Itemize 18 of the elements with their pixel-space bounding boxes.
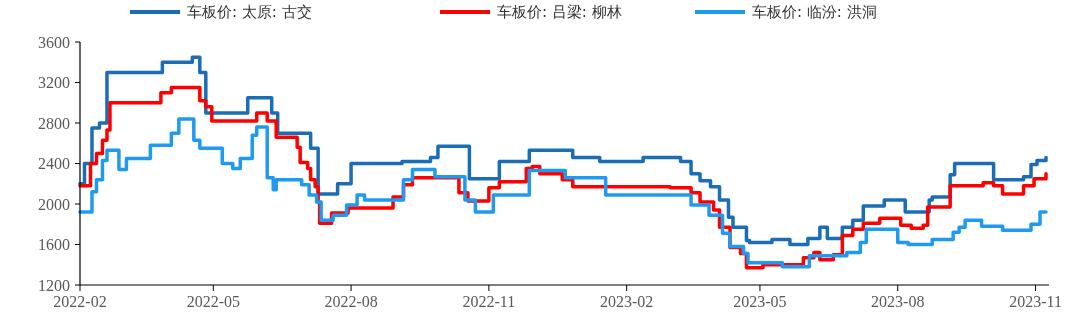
y-tick-label: 1600 [38, 236, 70, 254]
y-tick-label: 2000 [38, 195, 70, 213]
x-tick-label: 2023-05 [733, 293, 787, 310]
y-tick-label: 2400 [38, 155, 70, 173]
x-tick-label: 2022-11 [462, 293, 516, 310]
x-tick-label: 2023-11 [1009, 293, 1062, 310]
legend-label: 车板价: 临汾: 洪洞 [752, 3, 877, 22]
y-tick-label: 3600 [38, 33, 70, 51]
x-tick-label: 2022-08 [324, 293, 378, 310]
y-tick-label: 2800 [38, 114, 70, 132]
x-tick-label: 2023-02 [599, 293, 654, 310]
x-tick-label: 2023-08 [871, 293, 925, 310]
y-tick-label: 1200 [38, 276, 70, 294]
x-tick-label: 2022-02 [53, 293, 107, 310]
x-tick-label: 2022-05 [186, 293, 240, 310]
legend-label: 车板价: 吕梁: 柳林 [497, 3, 622, 22]
legend-label: 车板价: 太原: 古交 [187, 3, 312, 22]
y-tick-label: 3200 [38, 74, 70, 92]
